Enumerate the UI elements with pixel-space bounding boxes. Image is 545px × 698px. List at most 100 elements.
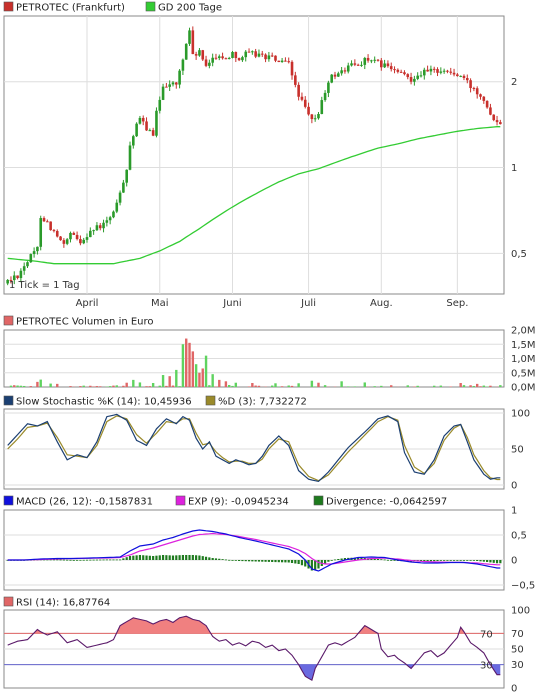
volume-bar-19 — [69, 386, 72, 387]
volume-bar-140 — [469, 385, 472, 387]
price-y-tick-1: 1 — [511, 163, 517, 174]
macd-div-bar-98 — [330, 560, 333, 561]
volume-bars — [9, 338, 502, 387]
candle-body-118 — [396, 69, 400, 72]
legend-swatch-d — [205, 395, 216, 406]
macd-div-bar-75 — [254, 560, 257, 562]
macd-div-bar-50 — [171, 555, 175, 560]
volume-bar-13 — [49, 383, 52, 387]
candle-body-11 — [42, 218, 46, 222]
volume-bar-51 — [175, 369, 178, 387]
candle-body-39 — [135, 123, 138, 137]
candle-body-12 — [46, 221, 49, 223]
volume-bar-27 — [95, 386, 99, 387]
candle-body-140 — [469, 80, 472, 89]
rsi-label-70: 70 — [480, 629, 493, 640]
price-x-tick-4: Aug. — [370, 298, 393, 309]
macd-div-bar-110 — [370, 558, 373, 560]
candle-body-114 — [383, 63, 386, 68]
macd-div-bar-145 — [486, 560, 489, 562]
volume-bar-43 — [148, 386, 152, 387]
macd-div-bar-0 — [6, 560, 9, 561]
volume-bar-146 — [489, 385, 492, 387]
candle-body-45 — [155, 110, 158, 136]
macd-div-bar-21 — [75, 559, 79, 561]
macd-div-bar-13 — [49, 559, 52, 561]
volume-bar-10 — [39, 379, 42, 387]
macd-div-bar-71 — [241, 560, 244, 562]
macd-div-bar-23 — [82, 559, 85, 561]
macd-div-bar-133 — [446, 560, 449, 561]
volume-bar-5 — [22, 385, 26, 387]
volume-bar-149 — [499, 385, 502, 387]
candle-body-138 — [462, 75, 466, 79]
macd-div-bar-14 — [52, 559, 56, 561]
candle-body-54 — [184, 43, 188, 60]
volume-bar-111 — [373, 386, 376, 387]
candle-body-55 — [188, 30, 191, 44]
macd-div-bar-80 — [271, 560, 274, 562]
macd-div-bar-87 — [294, 560, 297, 564]
macd-div-bar-47 — [161, 555, 165, 560]
price-x-tick-3: Juli — [300, 298, 316, 309]
macd-div-bar-112 — [376, 559, 380, 560]
candle-body-77 — [260, 53, 264, 55]
volume-bar-85 — [287, 385, 290, 387]
macd-div-bar-96 — [323, 560, 327, 564]
macd-div-bar-99 — [333, 559, 337, 561]
rsi-lines — [7, 615, 501, 682]
macd-div-bar-46 — [158, 555, 161, 560]
candle-body-85 — [287, 61, 291, 63]
macd-div-bar-79 — [267, 560, 270, 562]
candle-body-65 — [221, 56, 224, 59]
tick-note: 1 Tick = 1 Tag — [9, 280, 80, 291]
macd-div-bar-142 — [476, 560, 479, 561]
macd-div-bar-58 — [198, 555, 201, 560]
volume-bar-94 — [317, 382, 320, 387]
candle-body-79 — [267, 55, 271, 60]
candle-body-125 — [419, 75, 423, 77]
macd-div-bar-54 — [185, 555, 188, 560]
candle-body-30 — [105, 220, 109, 223]
macd-div-bar-93 — [314, 560, 317, 570]
volume-legend: PETROTEC Volumen in Euro — [3, 315, 154, 328]
macd-div-bar-147 — [492, 560, 495, 563]
legend-label-volume: PETROTEC Volumen in Euro — [16, 317, 154, 328]
macd-div-bar-28 — [99, 559, 102, 561]
macd-div-bar-107 — [360, 557, 363, 560]
volume-bar-143 — [479, 386, 482, 387]
stochastic-grid — [4, 412, 504, 486]
stoch-y-tick-0: 0 — [511, 481, 517, 492]
candle-body-38 — [132, 136, 135, 146]
price-plot-frame — [3, 15, 505, 295]
macd-div-bar-74 — [251, 560, 254, 562]
volume-grid — [4, 343, 504, 374]
candle-body-4 — [19, 270, 23, 279]
volume-bar-7 — [29, 386, 32, 387]
candle-body-126 — [422, 69, 426, 76]
candle-body-124 — [416, 75, 419, 79]
macd-div-bar-69 — [234, 560, 237, 561]
volume-bar-80 — [270, 385, 274, 387]
macd-div-bar-17 — [62, 559, 65, 561]
candle-body-83 — [280, 60, 284, 63]
macd-div-bar-35 — [122, 558, 125, 560]
volume-bar-81 — [274, 383, 277, 387]
volume-bar-33 — [115, 385, 118, 387]
candle-body-31 — [108, 217, 112, 221]
volume-bar-49 — [168, 376, 171, 387]
volume-bar-46 — [158, 385, 161, 387]
candle-body-145 — [485, 100, 489, 108]
candle-body-60 — [204, 59, 208, 66]
price-legend: PETROTEC (Frankfurt) GD 200 Tage — [3, 1, 222, 14]
rsi-y-tick-4: 100 — [511, 606, 530, 617]
macd-div-bar-76 — [257, 560, 261, 562]
candle-body-113 — [380, 60, 383, 68]
candle-body-2 — [12, 275, 16, 281]
macd-div-bar-126 — [423, 560, 426, 562]
macd-div-bar-114 — [383, 559, 386, 561]
macd-div-bar-146 — [489, 560, 492, 563]
volume-bar-103 — [347, 386, 350, 387]
volume-bar-141 — [472, 386, 476, 387]
candle-body-101 — [340, 70, 343, 74]
